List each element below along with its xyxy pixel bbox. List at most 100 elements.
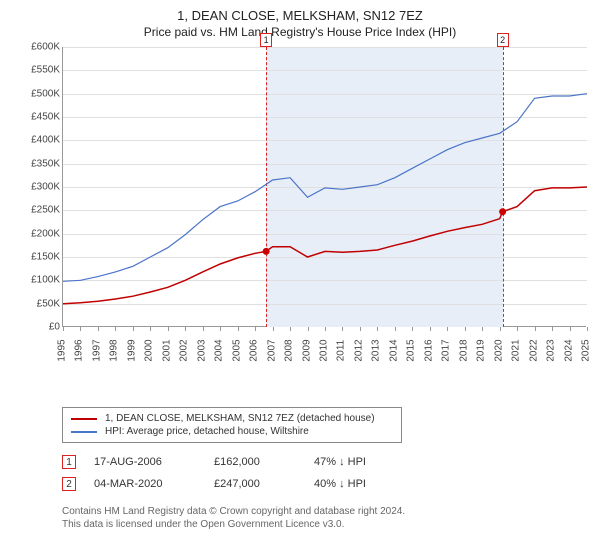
plot-region: 12 xyxy=(62,47,586,327)
x-tick xyxy=(412,327,413,331)
x-tick xyxy=(360,327,361,331)
x-axis-label: 2013 xyxy=(371,339,382,361)
x-tick xyxy=(395,327,396,331)
x-axis-label: 2005 xyxy=(231,339,242,361)
y-axis-label: £50K xyxy=(20,298,60,309)
y-axis-label: £250K xyxy=(20,205,60,216)
sale-price: £162,000 xyxy=(214,456,314,468)
y-axis-label: £450K xyxy=(20,112,60,123)
sale-row: 2 04-MAR-2020£247,00040% ↓ HPI xyxy=(62,473,588,495)
footer-attribution: Contains HM Land Registry data © Crown c… xyxy=(62,505,588,531)
x-axis-label: 1998 xyxy=(109,339,120,361)
x-axis-label: 2009 xyxy=(301,339,312,361)
x-tick xyxy=(465,327,466,331)
x-tick xyxy=(552,327,553,331)
x-axis-label: 2016 xyxy=(423,339,434,361)
x-tick xyxy=(273,327,274,331)
y-axis-label: £400K xyxy=(20,135,60,146)
legend-swatch xyxy=(71,418,97,420)
x-axis-label: 2012 xyxy=(353,339,364,361)
x-axis-label: 2006 xyxy=(249,339,260,361)
x-tick xyxy=(308,327,309,331)
y-axis-label: £300K xyxy=(20,182,60,193)
x-tick xyxy=(570,327,571,331)
x-axis-label: 2020 xyxy=(493,339,504,361)
x-tick xyxy=(430,327,431,331)
legend-row: HPI: Average price, detached house, Wilt… xyxy=(71,425,393,438)
x-axis-label: 2015 xyxy=(406,339,417,361)
x-tick xyxy=(535,327,536,331)
x-tick xyxy=(500,327,501,331)
sale-pct: 47% ↓ HPI xyxy=(314,456,414,468)
x-tick xyxy=(377,327,378,331)
y-axis-label: £150K xyxy=(20,252,60,263)
x-tick xyxy=(168,327,169,331)
x-tick xyxy=(98,327,99,331)
legend: 1, DEAN CLOSE, MELKSHAM, SN12 7EZ (detac… xyxy=(62,407,402,443)
x-tick xyxy=(290,327,291,331)
x-axis-label: 2002 xyxy=(179,339,190,361)
sale-date: 17-AUG-2006 xyxy=(94,456,214,468)
x-axis-label: 2018 xyxy=(458,339,469,361)
sale-row: 1 17-AUG-2006£162,00047% ↓ HPI xyxy=(62,451,588,473)
chart-area: 12 £0£50K£100K£150K£200K£250K£300K£350K£… xyxy=(20,47,590,367)
x-axis-label: 2010 xyxy=(319,339,330,361)
x-tick xyxy=(220,327,221,331)
x-axis-label: 2003 xyxy=(196,339,207,361)
x-axis-label: 2021 xyxy=(511,339,522,361)
x-axis-label: 2007 xyxy=(266,339,277,361)
x-axis-label: 1996 xyxy=(74,339,85,361)
footer-line-1: Contains HM Land Registry data © Crown c… xyxy=(62,505,588,518)
x-tick xyxy=(63,327,64,331)
x-tick xyxy=(255,327,256,331)
x-tick xyxy=(482,327,483,331)
y-axis-label: £500K xyxy=(20,88,60,99)
y-axis-label: £350K xyxy=(20,158,60,169)
x-tick xyxy=(342,327,343,331)
y-axis-label: £550K xyxy=(20,65,60,76)
x-axis-label: 2017 xyxy=(441,339,452,361)
line-layer xyxy=(63,47,587,327)
sale-number: 1 xyxy=(62,455,76,469)
x-axis-label: 2011 xyxy=(336,340,347,362)
x-tick xyxy=(185,327,186,331)
x-axis-label: 2008 xyxy=(284,339,295,361)
marker-dot xyxy=(499,208,506,215)
x-axis-label: 2024 xyxy=(563,339,574,361)
x-axis-label: 2000 xyxy=(144,339,155,361)
x-axis-label: 1999 xyxy=(126,339,137,361)
x-tick xyxy=(203,327,204,331)
x-tick xyxy=(115,327,116,331)
marker-label: 1 xyxy=(260,33,272,47)
sale-date: 04-MAR-2020 xyxy=(94,478,214,490)
x-axis-label: 2001 xyxy=(161,339,172,361)
x-axis-label: 2023 xyxy=(546,339,557,361)
chart-container: 1, DEAN CLOSE, MELKSHAM, SN12 7EZ Price … xyxy=(0,0,600,560)
y-axis-label: £0 xyxy=(20,322,60,333)
legend-swatch xyxy=(71,431,97,433)
sale-price: £247,000 xyxy=(214,478,314,490)
x-tick xyxy=(587,327,588,331)
x-tick xyxy=(80,327,81,331)
chart-title: 1, DEAN CLOSE, MELKSHAM, SN12 7EZ xyxy=(12,8,588,23)
sales-table: 1 17-AUG-2006£162,00047% ↓ HPI 2 04-MAR-202… xyxy=(62,451,588,495)
legend-row: 1, DEAN CLOSE, MELKSHAM, SN12 7EZ (detac… xyxy=(71,412,393,425)
x-axis-label: 2022 xyxy=(528,339,539,361)
x-tick xyxy=(517,327,518,331)
x-tick xyxy=(133,327,134,331)
x-axis-label: 2004 xyxy=(214,339,225,361)
x-axis-label: 2019 xyxy=(476,339,487,361)
y-axis-label: £600K xyxy=(20,42,60,53)
x-tick xyxy=(238,327,239,331)
sale-number: 2 xyxy=(62,477,76,491)
x-tick xyxy=(150,327,151,331)
legend-text: HPI: Average price, detached house, Wilt… xyxy=(105,426,309,437)
legend-text: 1, DEAN CLOSE, MELKSHAM, SN12 7EZ (detac… xyxy=(105,413,375,424)
series-price_paid xyxy=(63,187,587,304)
series-hpi xyxy=(63,94,587,282)
sale-pct: 40% ↓ HPI xyxy=(314,478,414,490)
marker-label: 2 xyxy=(497,33,509,47)
marker-dot xyxy=(263,248,270,255)
footer-line-2: This data is licensed under the Open Gov… xyxy=(62,518,588,531)
x-tick xyxy=(447,327,448,331)
